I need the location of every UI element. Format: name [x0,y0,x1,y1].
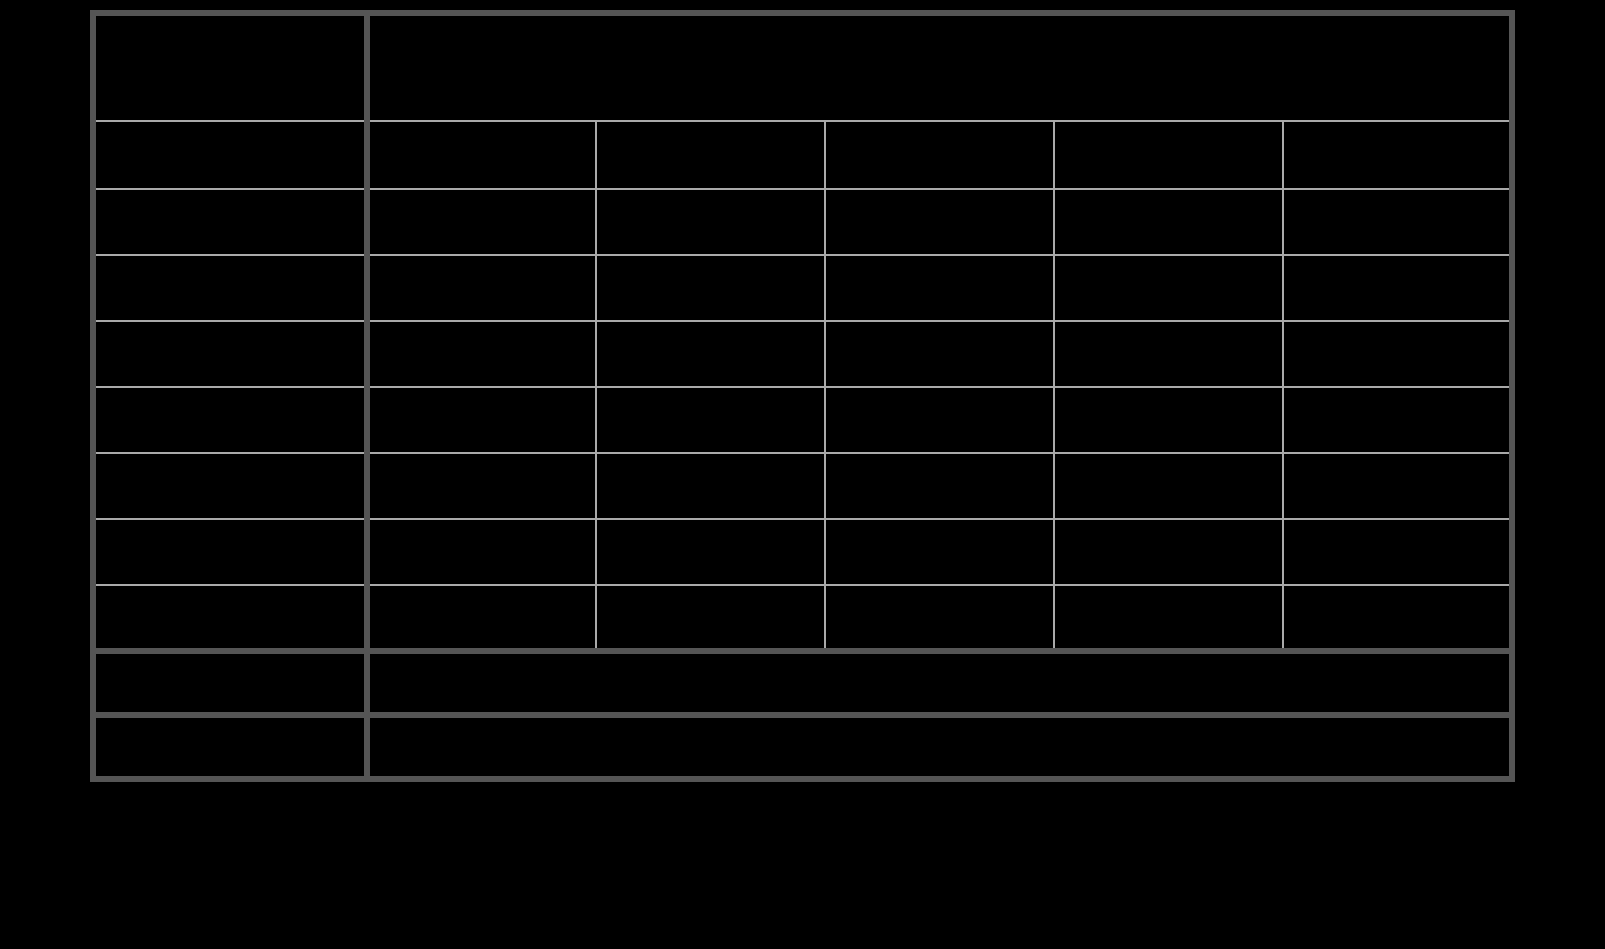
subheader-5 [1283,121,1512,189]
cell [596,189,825,255]
cell [1283,585,1512,651]
cell [596,387,825,453]
subheader-2 [596,121,825,189]
cell [1283,189,1512,255]
cell [596,453,825,519]
row-label [93,321,367,387]
cell [1283,453,1512,519]
subheader-3 [825,121,1054,189]
footer-label-2 [93,715,367,779]
cell [825,387,1054,453]
row-label [93,453,367,519]
header-corner-sub [93,121,367,189]
cell [825,321,1054,387]
cell [825,189,1054,255]
header-top-left [93,13,367,121]
cell [596,255,825,321]
row-label [93,387,367,453]
footer-value-2 [367,715,1512,779]
cell [367,585,596,651]
cell [1283,255,1512,321]
row-label [93,585,367,651]
cell [825,519,1054,585]
cell [1054,387,1283,453]
data-table [90,10,1515,782]
cell [1054,453,1283,519]
subheader-1 [367,121,596,189]
row-label [93,519,367,585]
cell [825,585,1054,651]
cell [1283,321,1512,387]
cell [1054,585,1283,651]
cell [1054,519,1283,585]
footer-value-1 [367,651,1512,715]
header-spanning [367,13,1512,121]
cell [367,255,596,321]
cell [596,519,825,585]
cell [825,453,1054,519]
row-label [93,255,367,321]
cell [1054,255,1283,321]
cell [1283,519,1512,585]
table-caption [90,782,1515,932]
cell [367,387,596,453]
cell [367,189,596,255]
cell [367,453,596,519]
cell [367,519,596,585]
cell [1054,321,1283,387]
cell [596,321,825,387]
footer-label-1 [93,651,367,715]
subheader-4 [1054,121,1283,189]
cell [1054,189,1283,255]
cell [596,585,825,651]
row-label [93,189,367,255]
cell [367,321,596,387]
cell [1283,387,1512,453]
cell [825,255,1054,321]
